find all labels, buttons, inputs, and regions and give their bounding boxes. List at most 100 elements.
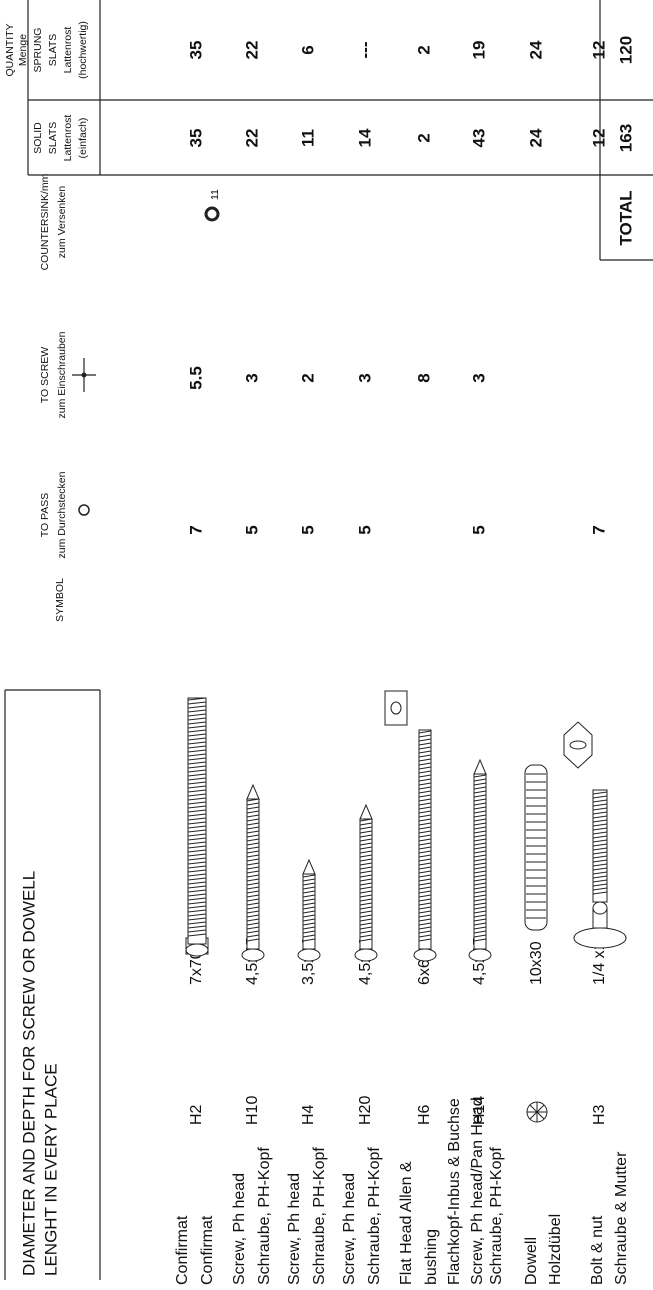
item-code: H20 — [357, 1096, 374, 1125]
screw-value: 3 — [355, 373, 374, 382]
solid-value: 14 — [355, 128, 374, 147]
item-size: 7x70 — [188, 950, 205, 985]
part-drawing — [390, 701, 402, 715]
item-name: Confirmat — [174, 1215, 191, 1285]
part-drawing — [527, 1102, 547, 1122]
pass-value: 7 — [186, 525, 205, 534]
sprung-header: SPRUNG — [32, 28, 44, 73]
part-drawing — [359, 803, 373, 820]
screw-value: 3 — [469, 373, 488, 382]
sprung-header: (hochwertig) — [77, 21, 89, 79]
screw-value: 3 — [242, 373, 261, 382]
item-code: H10 — [244, 1096, 261, 1125]
sprung-value: 6 — [298, 45, 317, 54]
solid-header: (einfach) — [77, 118, 89, 159]
part-drawing — [297, 948, 321, 962]
pass-value: 5 — [469, 525, 488, 534]
part-drawing — [354, 948, 378, 962]
sprung-value: 12 — [589, 41, 608, 60]
item-name: Dowell — [523, 1237, 540, 1285]
sprung-value: 2 — [414, 45, 433, 54]
item-code: H6 — [416, 1104, 433, 1125]
item-name: Bolt & nut — [589, 1215, 606, 1285]
item-name: Schraube, PH-Kopf — [366, 1147, 383, 1285]
column-header: zum Versenken — [56, 186, 68, 259]
item-name: Screw, Ph head/Pan Head — [469, 1097, 486, 1285]
part-drawing — [592, 901, 608, 915]
solid-header: SOLID — [32, 122, 44, 154]
solid-value: 35 — [186, 129, 205, 148]
column-header: zum Durchstecken — [56, 471, 68, 558]
solid-header: SLATS — [47, 122, 59, 154]
item-name: Schraube, PH-Kopf — [311, 1147, 328, 1285]
part-drawing — [418, 730, 432, 942]
part-drawing — [246, 783, 260, 800]
part-drawing — [246, 798, 260, 942]
screw-icon — [81, 372, 87, 378]
part-drawing — [573, 927, 627, 949]
item-name: Screw, Ph head — [286, 1173, 303, 1285]
total-label: TOTAL — [616, 190, 635, 245]
item-name: Screw, Ph head — [341, 1173, 358, 1285]
item-code: H14 — [471, 1096, 488, 1125]
total-sprung: 120 — [616, 36, 635, 64]
column-header: zum Einschrauben — [56, 331, 68, 418]
item-code: H4 — [300, 1104, 317, 1125]
quantity-header: Menge — [17, 34, 29, 66]
part-drawing — [468, 948, 492, 962]
title-line: DIAMETER AND DEPTH FOR SCREW OR DOWELL — [19, 871, 38, 1276]
part-drawing — [185, 943, 209, 957]
part-drawing — [302, 874, 316, 942]
item-name: Holzdübel — [547, 1214, 564, 1285]
solid-value: 22 — [242, 129, 261, 148]
pass-value: 5 — [355, 525, 374, 534]
item-name: Schraube, PH-Kopf — [488, 1147, 505, 1285]
quantity-header: QUANTITY — [4, 23, 16, 76]
solid-value: 24 — [526, 128, 545, 147]
item-code: H3 — [591, 1104, 608, 1125]
column-header: COUNTERSINK/mm — [39, 173, 51, 270]
item-name: Schraube, PH-Kopf — [256, 1147, 273, 1285]
item-name: bushing — [423, 1229, 440, 1285]
sprung-value: 19 — [469, 41, 488, 60]
solid-value: 2 — [414, 133, 433, 142]
countersink-size: 11 — [209, 189, 221, 200]
solid-header: Lattenrost — [62, 115, 74, 162]
solid-value: 43 — [469, 129, 488, 148]
part-drawing — [473, 758, 487, 775]
solid-value: 12 — [589, 129, 608, 148]
sprung-header: Lattenrost — [62, 27, 74, 74]
sprung-value: 22 — [242, 41, 261, 60]
symbol-header: SYMBOL — [54, 578, 66, 622]
column-header: TO SCREW — [39, 347, 51, 403]
pass-value: 5 — [242, 525, 261, 534]
total-solid: 163 — [616, 124, 635, 152]
part-drawing — [569, 740, 587, 750]
part-drawing — [592, 791, 608, 895]
item-size: 10x30 — [528, 941, 545, 985]
screw-value: 8 — [414, 373, 433, 382]
screw-value: 2 — [298, 373, 317, 382]
part-drawing — [526, 773, 546, 919]
sprung-value: --- — [355, 42, 374, 59]
part-drawing — [413, 948, 437, 962]
pass-icon — [78, 504, 90, 516]
part-drawing — [246, 798, 260, 950]
sprung-header: SLATS — [47, 34, 59, 66]
pass-value: 7 — [589, 525, 608, 534]
pass-value: 5 — [298, 525, 317, 534]
sprung-value: 35 — [186, 41, 205, 60]
solid-value: 11 — [298, 129, 317, 147]
sprung-value: 24 — [526, 40, 545, 59]
part-drawing — [302, 858, 316, 875]
screw-value: 5.5 — [186, 366, 205, 390]
part-drawing — [241, 948, 265, 962]
part-drawing — [473, 774, 487, 942]
part-drawing — [187, 697, 207, 937]
part-drawing — [359, 818, 373, 942]
item-name: Confirmat — [199, 1215, 216, 1285]
item-code: H2 — [188, 1104, 205, 1125]
